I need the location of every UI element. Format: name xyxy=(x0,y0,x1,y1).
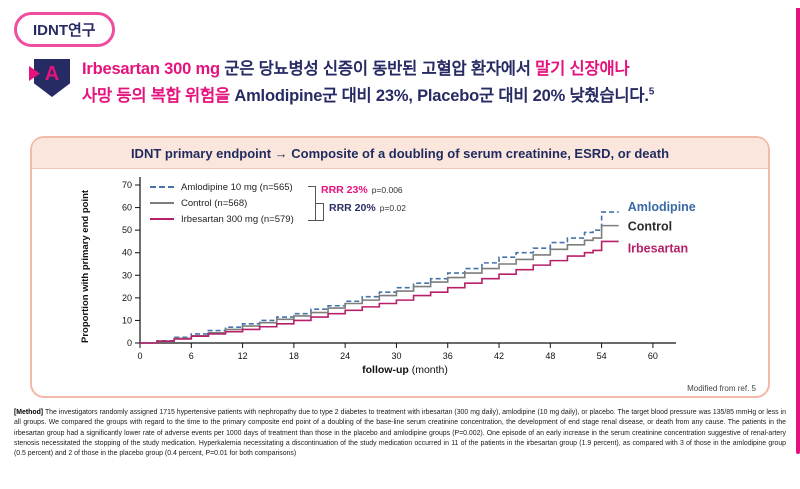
legend-label: Amlodipine 10 mg (n=565) xyxy=(181,181,293,193)
answer-icon-letter: A xyxy=(44,63,60,85)
chart-body: 0 10 20 30 40 50 60 70 0 6 12 18 24 30 36 42 48 54 60 Amlod… xyxy=(32,169,768,385)
y-tick-label: 0 xyxy=(127,338,132,348)
y-tick-label: 70 xyxy=(122,180,132,190)
legend-item: Control (n=568) xyxy=(150,195,294,211)
rrr-bracket-vs-amlodipine xyxy=(308,186,316,221)
rrr-bracket-vs-control xyxy=(316,203,324,221)
chart-title-bar: IDNT primary endpoint → Composite of a d… xyxy=(32,138,768,169)
method-paragraph: [Method] The investigators randomly assi… xyxy=(14,408,786,460)
study-badge-label: IDNT연구 xyxy=(33,22,96,39)
x-tick-label: 42 xyxy=(494,351,504,361)
series-end-label-irbesartan: Irbesartan xyxy=(628,241,688,255)
legend-item: Amlodipine 10 mg (n=565) xyxy=(150,179,294,195)
legend-line-swatch xyxy=(150,218,174,220)
series-line-control xyxy=(140,224,619,344)
y-axis-label: Proportion with primary end point xyxy=(80,189,91,343)
method-body: The investigators randomly assigned 1715… xyxy=(14,409,786,458)
chart-card: IDNT primary endpoint → Composite of a d… xyxy=(30,136,770,398)
chart-title: IDNT primary endpoint → Composite of a d… xyxy=(130,145,670,161)
x-tick-label: 12 xyxy=(238,351,248,361)
y-tick-label: 50 xyxy=(122,225,132,235)
source-note: Modified from ref. 5 xyxy=(687,384,756,393)
x-tick-label: 48 xyxy=(545,351,555,361)
series-end-label-control: Control xyxy=(628,220,672,234)
series-end-label-amlodipine: Amlodipine xyxy=(628,200,696,214)
study-badge: IDNT연구 xyxy=(14,12,115,47)
x-axis-label: follow-up (month) xyxy=(362,364,448,376)
x-tick-label: 30 xyxy=(391,351,401,361)
y-tick-label: 60 xyxy=(122,203,132,213)
legend-label: Irbesartan 300 mg (n=579) xyxy=(181,213,294,225)
legend-line-swatch xyxy=(150,202,174,204)
x-tick-label: 0 xyxy=(137,351,142,361)
legend-item: Irbesartan 300 mg (n=579) xyxy=(150,211,294,227)
headline-segment: 5 xyxy=(648,86,655,98)
headline-segment: Irbesartan 300 mg xyxy=(82,60,220,78)
plot-area: 0 10 20 30 40 50 60 70 0 6 12 18 24 30 36 42 48 54 60 Amlod… xyxy=(40,173,756,385)
series-line-irbesartan xyxy=(140,240,619,344)
x-tick-label: 60 xyxy=(648,351,658,361)
right-accent-line xyxy=(796,8,800,454)
x-tick-label: 24 xyxy=(340,351,350,361)
rrr-annotation-amlodipine: RRR 23% p=0.006 xyxy=(321,180,403,198)
rrr-value: RRR 20% xyxy=(329,202,376,214)
y-tick-label: 10 xyxy=(122,315,132,325)
x-tick-label: 6 xyxy=(189,351,194,361)
series-line-amlodipine xyxy=(140,211,619,344)
km-curve-plot: 0 10 20 30 40 50 60 70 0 6 12 18 24 30 36 42 48 54 60 Amlod… xyxy=(122,177,696,376)
legend-line-swatch xyxy=(150,186,174,188)
rrr-value: RRR 23% xyxy=(321,184,368,196)
answer-icon-accent-triangle xyxy=(29,66,40,81)
p-value: p=0.006 xyxy=(371,185,403,195)
x-tick-label: 54 xyxy=(597,351,607,361)
answer-icon: A xyxy=(29,59,70,97)
y-tick-label: 40 xyxy=(122,248,132,258)
headline-segment: 사망 등의 복합 위험을 xyxy=(82,86,230,105)
headline-segment: 군은 당뇨병성 신증이 동반된 고혈압 환자에서 xyxy=(219,60,536,78)
headline: A Irbesartan 300 mg 군은 당뇨병성 신증이 동반된 고혈압 … xyxy=(29,56,770,109)
p-value: p=0.02 xyxy=(379,203,406,213)
y-tick-label: 30 xyxy=(122,270,132,280)
headline-segment: Amlodipine군 대비 23%, Placebo군 대비 20% 낮췄습니… xyxy=(229,86,649,105)
x-tick-label: 36 xyxy=(443,351,453,361)
x-tick-label: 18 xyxy=(289,351,299,361)
legend-label: Control (n=568) xyxy=(181,197,248,209)
chart-legend: Amlodipine 10 mg (n=565) Control (n=568) I… xyxy=(150,179,294,227)
y-tick-label: 20 xyxy=(122,293,132,303)
method-label: [Method] xyxy=(14,409,44,416)
headline-text: Irbesartan 300 mg 군은 당뇨병성 신증이 동반된 고혈압 환자… xyxy=(82,56,654,109)
headline-segment: 말기 신장애나 xyxy=(535,60,630,78)
rrr-annotation-control: RRR 20% p=0.02 xyxy=(329,198,406,216)
